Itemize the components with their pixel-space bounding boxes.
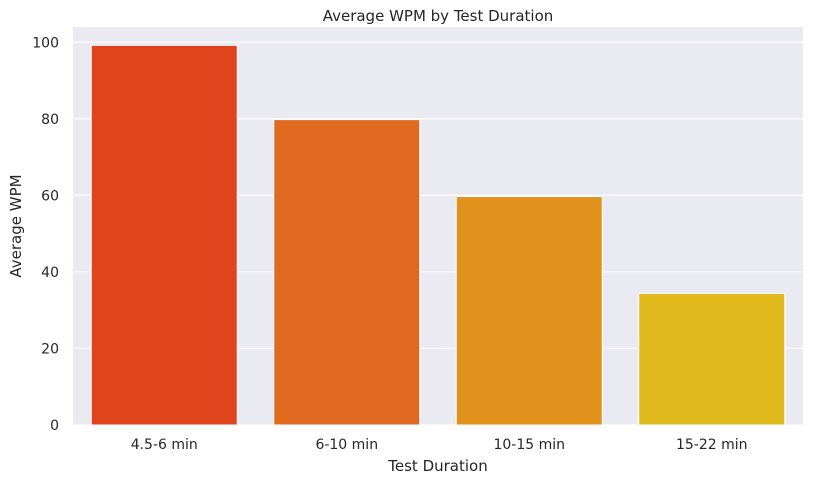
y-tick-label: 80 [41, 112, 59, 128]
x-tick-label: 6-10 min [315, 437, 378, 453]
y-axis-label: Average WPM [7, 174, 25, 277]
bar-15-22-min [638, 292, 786, 426]
x-tick-label: 15-22 min [676, 437, 748, 453]
y-tick-label: 20 [41, 341, 59, 357]
x-tick-label: 10-15 min [493, 437, 565, 453]
chart-title: Average WPM by Test Duration [323, 7, 554, 25]
y-tick-label: 100 [32, 35, 59, 51]
y-tick-labels: 0 20 40 60 80 100 [32, 35, 59, 434]
y-tick-label: 0 [50, 418, 59, 434]
bar-4-5-6-min [90, 44, 238, 426]
x-axis-label: Test Duration [387, 457, 487, 475]
bars [90, 44, 786, 426]
y-tick-label: 40 [41, 265, 59, 281]
y-tick-label: 60 [41, 188, 59, 204]
bar-6-10-min [273, 119, 421, 426]
x-tick-label: 4.5-6 min [131, 437, 198, 453]
bar-10-15-min [455, 196, 603, 426]
x-tick-labels: 4.5-6 min 6-10 min 10-15 min 15-22 min [131, 437, 748, 453]
